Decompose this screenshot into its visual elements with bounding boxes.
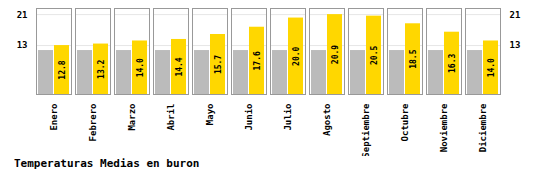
svg-text:Agosto: Agosto [322,104,332,137]
svg-text:Mayo: Mayo [205,104,215,126]
svg-text:14.4: 14.4 [175,57,184,76]
svg-text:Septiembre: Septiembre [361,103,371,156]
svg-text:Junio: Junio [244,104,254,131]
svg-text:13: 13 [510,40,521,50]
svg-text:20.9: 20.9 [331,45,340,64]
svg-text:13: 13 [17,40,28,50]
svg-text:14.0: 14.0 [136,58,145,77]
svg-text:12.8: 12.8 [58,60,67,79]
svg-text:20.5: 20.5 [370,46,379,65]
svg-text:21: 21 [17,9,28,19]
svg-text:Abril: Abril [166,104,176,131]
svg-text:Octubre: Octubre [400,103,410,142]
svg-text:13.2: 13.2 [97,59,106,78]
html-text:Temperaturas Medias en buron: Temperaturas Medias en buron [14,157,200,170]
svg-text:15.7: 15.7 [214,55,223,74]
svg-text:Marzo: Marzo [127,104,137,131]
svg-text:17.6: 17.6 [253,51,262,70]
svg-text:20.0: 20.0 [292,46,301,65]
svg-text:Febrero: Febrero [88,104,98,142]
svg-text:Noviembre: Noviembre [439,103,449,152]
svg-text:14.0: 14.0 [487,58,496,77]
svg-text:Julio: Julio [283,104,293,131]
svg-text:Diciembre: Diciembre [478,103,488,152]
svg-text:18.5: 18.5 [409,49,418,68]
svg-text:16.3: 16.3 [448,54,457,73]
svg-text:21: 21 [510,9,521,19]
svg-text:Enero: Enero [49,104,59,131]
